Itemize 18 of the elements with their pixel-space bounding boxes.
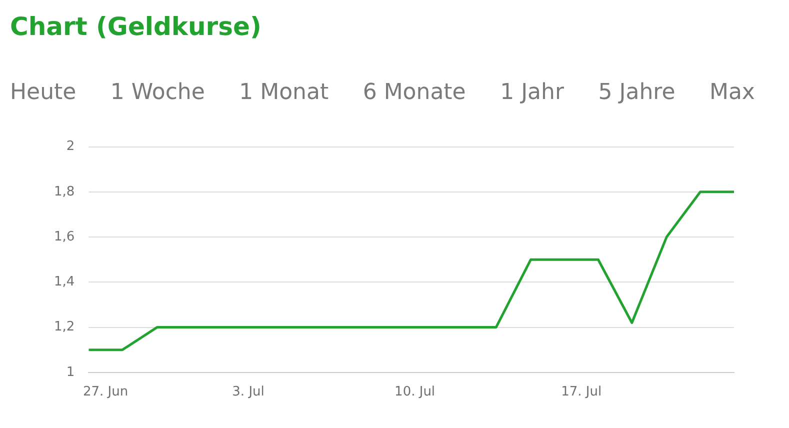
text: Heute	[10, 80, 76, 105]
x-tick-label: 3. Jul	[232, 384, 264, 400]
x-tick-label: 17. Jul	[561, 384, 602, 400]
text: Max	[709, 80, 755, 105]
text: 6 Monate	[362, 80, 466, 105]
text: 5 Jahre	[598, 80, 676, 105]
text: 1 Woche	[110, 80, 205, 105]
y-tick-label: 1,8	[54, 184, 75, 200]
y-tick-label: 1,2	[54, 320, 75, 335]
x-tick-label: 27. Jun	[82, 384, 128, 400]
x-tick-label: 10. Jul	[394, 384, 436, 400]
text: 1 Monat	[239, 80, 329, 105]
text: 1 Jahr	[500, 80, 564, 105]
chart-title: Chart (Geldkurse)	[10, 12, 262, 41]
y-tick-label: 1,4	[54, 274, 75, 290]
y-tick-label: 1,6	[54, 229, 75, 244]
y-tick-label: 2	[66, 139, 75, 154]
y-tick-label: 1	[66, 364, 75, 380]
